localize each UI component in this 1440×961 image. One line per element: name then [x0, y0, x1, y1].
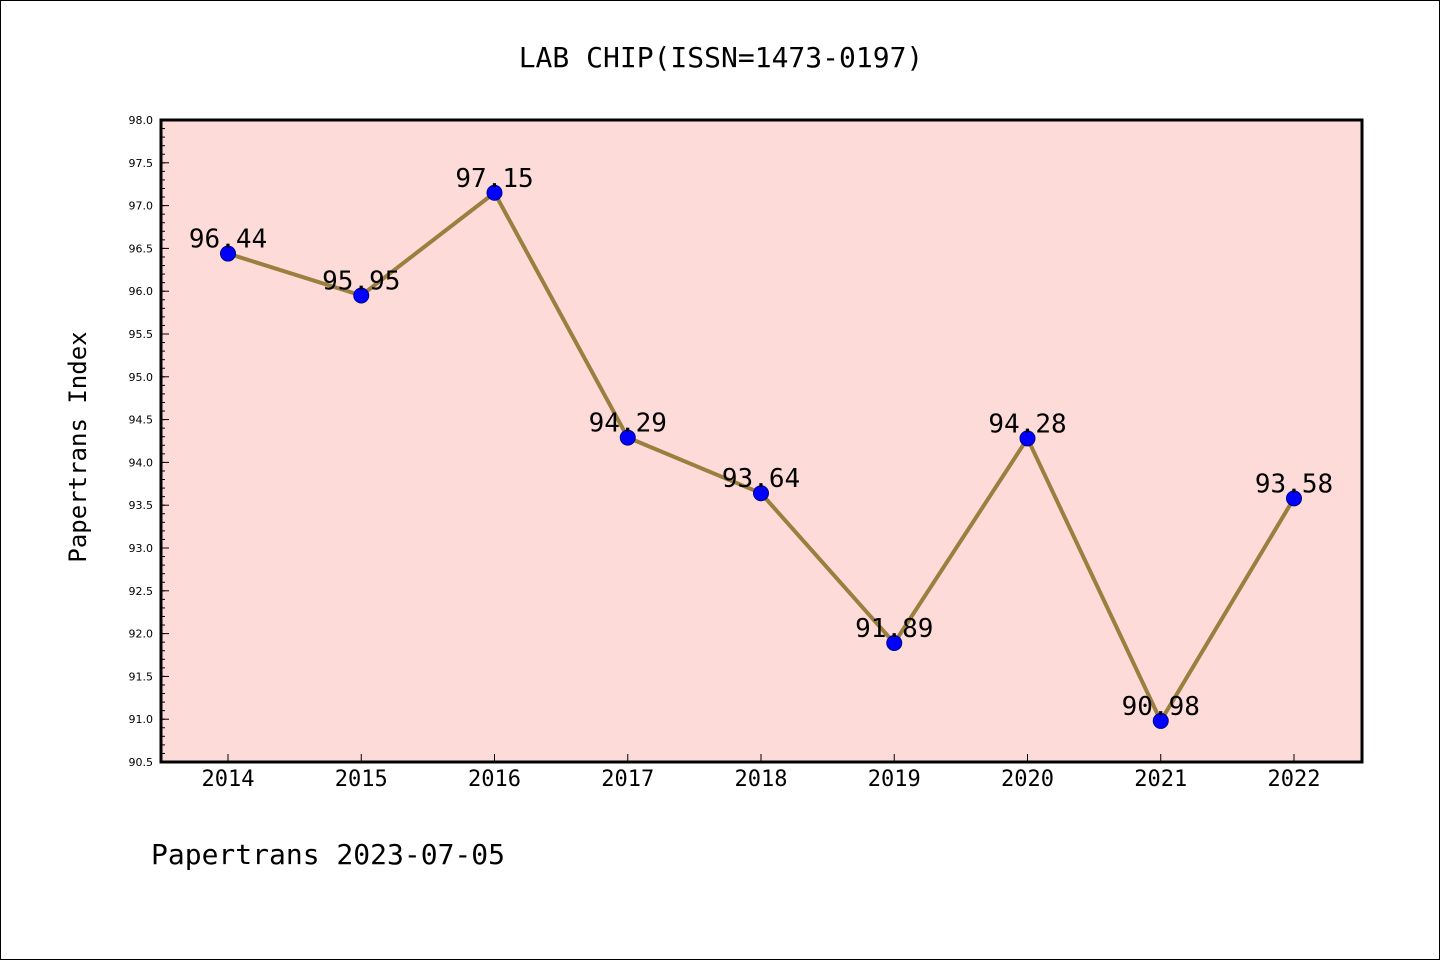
y-tick-label: 97.0 — [129, 200, 154, 213]
x-tick-label: 2018 — [735, 767, 788, 792]
y-tick-label: 90.5 — [129, 756, 154, 769]
data-point — [1286, 490, 1302, 507]
y-tick-label: 96.5 — [129, 242, 154, 255]
data-label: 93.64 — [722, 464, 800, 494]
data-point — [1152, 712, 1169, 729]
x-axis-ticks: 2014 2015 2016 2017 2018 2019 2020 2021 2022 — [202, 754, 1321, 792]
y-tick-label: 96.0 — [129, 285, 154, 298]
data-label: 90.98 — [1122, 692, 1200, 722]
data-point — [486, 184, 503, 201]
data-label: 94.28 — [988, 409, 1066, 439]
plot-border — [159, 118, 1364, 764]
data-point — [753, 485, 769, 502]
plot-area — [161, 120, 1362, 762]
chart-title: LAB CHIP(ISSN=1473-0197) — [519, 41, 924, 74]
y-tick-label: 91.0 — [129, 713, 154, 726]
footer-text: Papertrans 2023-07-05 — [151, 838, 505, 871]
data-label: 94.29 — [589, 409, 667, 439]
y-tick-label: 98.0 — [129, 114, 154, 127]
y-tick-label: 95.5 — [129, 328, 154, 341]
x-tick-label: 2014 — [202, 767, 255, 792]
y-tick-label: 94.0 — [129, 456, 154, 469]
data-label: 97.15 — [455, 164, 533, 194]
y-tick-label: 92.0 — [129, 628, 154, 641]
y-tick-label: 95.0 — [129, 371, 154, 384]
data-point-markers — [220, 184, 1302, 729]
y-tick-label: 93.5 — [129, 499, 154, 512]
data-label: 96.44 — [189, 225, 267, 255]
y-tick-label: 97.5 — [129, 157, 154, 170]
y-axis-ticks: 90.5 91.0 91.5 92.0 92.5 93.0 93.5 94.0 94.5 95.0… — [129, 114, 169, 769]
y-tick-label: 93.0 — [129, 542, 154, 555]
x-tick-label: 2020 — [1001, 767, 1054, 792]
data-labels: 96.44 95.95 97.15 94.29 93.64 91.89 94.28 90.98… — [189, 164, 1333, 722]
data-label: 91.89 — [855, 614, 933, 644]
data-point — [886, 635, 903, 652]
x-tick-label: 2022 — [1268, 767, 1321, 792]
y-tick-label: 92.5 — [129, 585, 154, 598]
y-tick-label: 91.5 — [129, 670, 154, 683]
x-tick-label: 2019 — [868, 767, 921, 792]
x-tick-label: 2021 — [1134, 767, 1187, 792]
y-tick-label: 94.5 — [129, 414, 154, 427]
data-label: 93.58 — [1255, 469, 1333, 499]
x-tick-label: 2017 — [601, 767, 654, 792]
y-axis-label: Papertrans Index — [64, 331, 92, 562]
data-point — [353, 287, 370, 304]
data-label: 95.95 — [322, 266, 400, 296]
data-point — [220, 245, 236, 262]
data-point — [619, 429, 636, 446]
x-tick-label: 2015 — [335, 767, 388, 792]
x-tick-label: 2016 — [468, 767, 521, 792]
data-point — [1019, 430, 1036, 447]
